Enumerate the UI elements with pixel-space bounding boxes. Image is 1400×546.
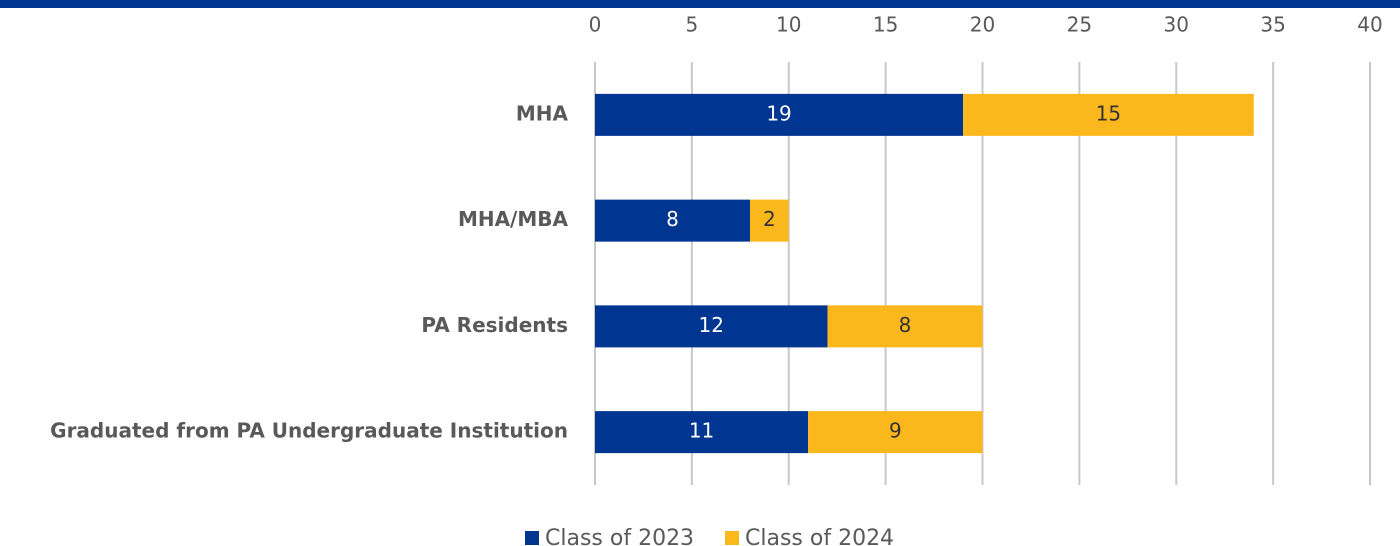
bar xyxy=(808,411,983,454)
category-label: PA Residents xyxy=(421,313,568,337)
legend-swatch xyxy=(725,531,739,545)
data-label: 8 xyxy=(666,207,679,231)
legend-label: Class of 2024 xyxy=(745,526,894,546)
bar xyxy=(595,93,964,136)
bar xyxy=(750,199,789,242)
data-label: 11 xyxy=(689,419,714,443)
category-label: MHA/MBA xyxy=(458,207,569,231)
x-tick-label: 15 xyxy=(873,13,898,37)
x-tick-label: 20 xyxy=(970,13,995,37)
bar xyxy=(595,305,828,348)
legend-label: Class of 2023 xyxy=(545,526,694,546)
x-tick-label: 0 xyxy=(589,13,602,37)
data-label: 19 xyxy=(766,101,791,125)
data-label: 2 xyxy=(763,207,776,231)
data-label: 15 xyxy=(1096,101,1121,125)
legend-swatch xyxy=(525,531,539,545)
bar xyxy=(963,93,1254,136)
x-tick-label: 35 xyxy=(1260,13,1285,37)
x-tick-label: 5 xyxy=(686,13,699,37)
data-label: 8 xyxy=(899,313,912,337)
data-label: 12 xyxy=(699,313,724,337)
data-label: 9 xyxy=(889,419,902,443)
bar xyxy=(827,305,983,348)
top-band xyxy=(0,0,1400,8)
category-label: Graduated from PA Undergraduate Institut… xyxy=(50,419,568,443)
x-tick-label: 25 xyxy=(1067,13,1092,37)
category-label: MHA xyxy=(516,101,569,125)
x-tick-label: 10 xyxy=(776,13,801,37)
bar xyxy=(595,199,750,242)
bar xyxy=(595,411,809,454)
x-tick-label: 30 xyxy=(1164,13,1189,37)
x-tick-label: 40 xyxy=(1357,13,1382,37)
